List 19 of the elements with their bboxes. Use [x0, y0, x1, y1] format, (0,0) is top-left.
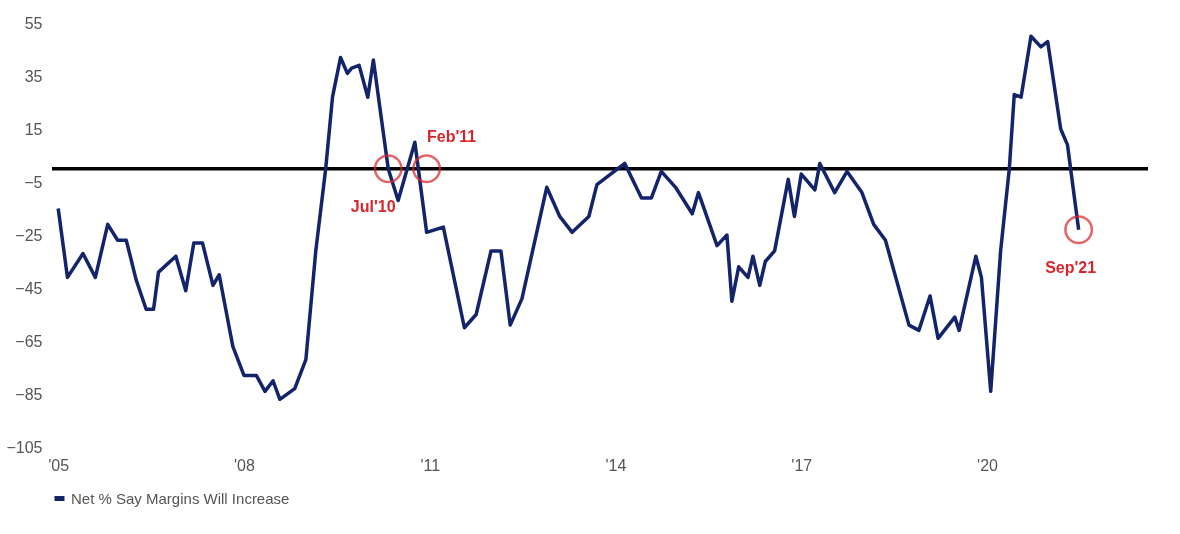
y-tick-label: −5	[24, 173, 43, 191]
y-tick-label: 15	[24, 120, 43, 138]
legend-label: Net % Say Margins Will Increase	[71, 489, 290, 507]
x-tick-label: '11	[420, 456, 441, 474]
y-tick-label: −105	[6, 438, 43, 456]
y-tick-label: −65	[15, 332, 43, 350]
y-tick-label: −45	[15, 279, 43, 297]
x-tick-label: '14	[605, 456, 627, 474]
annotation: Sep'21	[1045, 258, 1097, 276]
y-tick-label: −25	[15, 226, 43, 244]
annotation: Jul'10	[350, 197, 396, 215]
x-tick-label: '05	[48, 456, 70, 474]
y-tick-label: 55	[24, 14, 43, 32]
y-tick-label: −85	[15, 385, 43, 403]
annotation: Feb'11	[427, 127, 477, 145]
x-tick-label: '08	[234, 456, 255, 474]
x-tick-label: '17	[791, 456, 813, 474]
x-tick-label: '20	[977, 456, 999, 474]
y-tick-label: 35	[24, 67, 43, 85]
